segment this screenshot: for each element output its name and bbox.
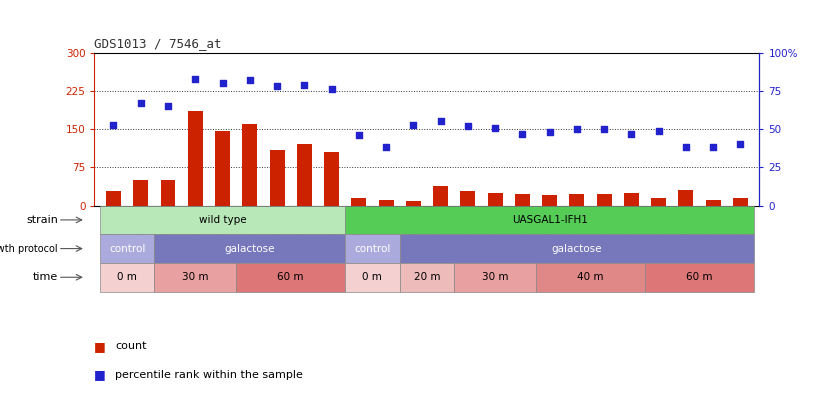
Text: wild type: wild type — [199, 215, 246, 225]
Text: ■: ■ — [94, 368, 110, 381]
Bar — [133, 180, 149, 206]
Point — [488, 124, 502, 131]
Point — [216, 80, 229, 87]
Bar — [597, 194, 612, 206]
Text: 30 m: 30 m — [182, 272, 209, 282]
Point — [652, 128, 665, 134]
Bar — [678, 190, 693, 206]
Bar — [569, 194, 585, 206]
Bar — [324, 152, 339, 206]
Text: 0 m: 0 m — [363, 272, 383, 282]
Point — [543, 129, 556, 135]
Bar — [433, 186, 448, 206]
Point — [189, 75, 202, 82]
Point — [298, 81, 311, 88]
Point — [571, 126, 584, 132]
Bar — [236, 263, 345, 292]
Bar — [542, 195, 557, 206]
Text: growth protocol: growth protocol — [0, 243, 57, 254]
Text: control: control — [354, 243, 391, 254]
Bar — [161, 180, 176, 206]
Bar — [536, 263, 645, 292]
Bar — [400, 234, 754, 263]
Bar — [215, 131, 230, 206]
Point — [434, 118, 447, 125]
Text: UASGAL1-IFH1: UASGAL1-IFH1 — [511, 215, 588, 225]
Text: 20 m: 20 m — [414, 272, 440, 282]
Bar — [733, 198, 748, 206]
Point — [325, 86, 338, 93]
Text: 0 m: 0 m — [117, 272, 137, 282]
Text: strain: strain — [26, 215, 57, 225]
Bar — [515, 194, 530, 206]
Point — [598, 126, 611, 132]
Bar — [461, 191, 475, 206]
Point — [734, 141, 747, 148]
Bar — [351, 198, 366, 206]
Point — [406, 121, 420, 128]
Point — [461, 123, 475, 129]
Bar — [345, 234, 400, 263]
Text: GDS1013 / 7546_at: GDS1013 / 7546_at — [94, 37, 222, 50]
Point — [516, 130, 529, 137]
Point — [162, 103, 175, 109]
Text: 60 m: 60 m — [686, 272, 713, 282]
Bar — [624, 193, 639, 206]
Text: ■: ■ — [94, 340, 110, 353]
Text: galactose: galactose — [224, 243, 275, 254]
Bar — [242, 124, 257, 206]
Bar — [378, 200, 393, 206]
Point — [379, 144, 392, 151]
Bar — [345, 206, 754, 234]
Point — [625, 130, 638, 137]
Text: galactose: galactose — [552, 243, 602, 254]
Bar — [645, 263, 754, 292]
Bar — [651, 198, 666, 206]
Point — [352, 132, 365, 139]
Bar — [188, 111, 203, 206]
Point — [270, 83, 283, 90]
Text: 30 m: 30 m — [482, 272, 508, 282]
Point — [679, 144, 692, 151]
Bar — [106, 191, 121, 206]
Text: 40 m: 40 m — [577, 272, 603, 282]
Bar — [345, 263, 400, 292]
Point — [134, 100, 147, 107]
Bar — [406, 202, 421, 206]
Bar — [154, 263, 236, 292]
Point — [243, 77, 256, 83]
Text: time: time — [33, 272, 57, 282]
Point — [707, 144, 720, 151]
Text: count: count — [115, 341, 146, 351]
Bar — [705, 200, 721, 206]
Bar — [269, 149, 285, 206]
Bar — [488, 193, 502, 206]
Bar — [154, 234, 345, 263]
Bar — [100, 206, 345, 234]
Bar — [296, 145, 312, 206]
Text: percentile rank within the sample: percentile rank within the sample — [115, 370, 303, 379]
Bar — [100, 234, 154, 263]
Bar — [454, 263, 536, 292]
Bar — [100, 263, 154, 292]
Text: 60 m: 60 m — [277, 272, 304, 282]
Point — [107, 121, 120, 128]
Text: control: control — [109, 243, 145, 254]
Bar — [400, 263, 454, 292]
